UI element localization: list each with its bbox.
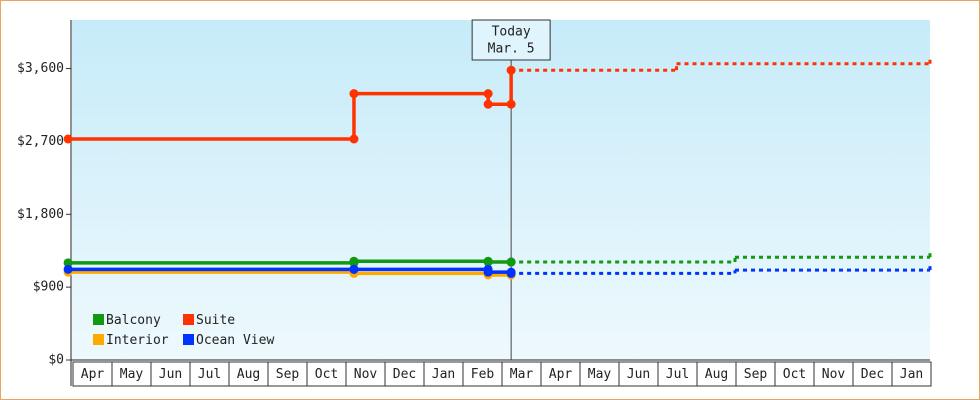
month-cell bbox=[540, 361, 581, 387]
legend-swatch bbox=[93, 314, 104, 325]
point bbox=[483, 89, 493, 99]
month-cell bbox=[657, 361, 698, 387]
point bbox=[349, 264, 359, 274]
month-cell bbox=[891, 361, 932, 387]
y-tick-label: $2,700 bbox=[17, 134, 64, 149]
x-tick-label: Oct bbox=[783, 367, 806, 382]
month-cell bbox=[423, 361, 464, 387]
plot-area bbox=[72, 20, 930, 360]
month-cell bbox=[189, 361, 230, 387]
month-cell bbox=[345, 361, 386, 387]
x-tick-label: Jun bbox=[627, 367, 650, 382]
x-tick-label: Feb bbox=[471, 367, 495, 382]
series bbox=[63, 57, 932, 144]
x-tick-label: Apr bbox=[81, 367, 105, 382]
month-cell bbox=[72, 361, 113, 387]
x-tick-label: Sep bbox=[276, 367, 300, 382]
point bbox=[483, 99, 493, 109]
y-tick-label: $0 bbox=[48, 353, 64, 368]
series bbox=[63, 264, 932, 278]
legend-swatch bbox=[183, 334, 194, 345]
x-tick-label: Dec bbox=[861, 367, 884, 382]
x-tick-label: Aug bbox=[237, 367, 260, 382]
legend-label: Suite bbox=[196, 313, 235, 328]
y-tick-label: $1,800 bbox=[17, 207, 64, 222]
legend-label: Balcony bbox=[106, 313, 161, 328]
x-tick-label: Nov bbox=[354, 367, 378, 382]
x-tick-label: Apr bbox=[549, 367, 573, 382]
month-cell bbox=[150, 361, 191, 387]
x-tick-label: Jan bbox=[900, 367, 923, 382]
x-tick-label: Nov bbox=[822, 367, 846, 382]
point bbox=[63, 134, 73, 144]
point bbox=[63, 264, 73, 274]
point bbox=[483, 264, 493, 274]
x-tick-label: Sep bbox=[744, 367, 768, 382]
legend-label: Interior bbox=[106, 333, 169, 348]
x-tick-label: Mar bbox=[510, 367, 534, 382]
month-cell bbox=[228, 361, 269, 387]
month-cell bbox=[111, 361, 152, 387]
month-cell bbox=[774, 361, 815, 387]
x-tick-label: Jul bbox=[666, 367, 689, 382]
point bbox=[349, 134, 359, 144]
today-label: Today bbox=[492, 25, 531, 40]
series bbox=[63, 252, 932, 268]
point bbox=[506, 99, 516, 109]
y-tick-label: $3,600 bbox=[17, 61, 64, 76]
month-cell bbox=[735, 361, 776, 387]
legend-label: Ocean View bbox=[196, 333, 274, 348]
month-cell bbox=[813, 361, 854, 387]
legend-swatch bbox=[93, 334, 104, 345]
month-cell bbox=[852, 361, 893, 387]
x-tick-label: May bbox=[588, 367, 612, 382]
point bbox=[506, 267, 516, 277]
today-box bbox=[471, 19, 551, 61]
x-tick-label: Aug bbox=[705, 367, 728, 382]
today-label: Mar. 5 bbox=[488, 42, 535, 57]
point bbox=[506, 65, 516, 75]
x-tick-label: Dec bbox=[393, 367, 416, 382]
x-tick-label: Jul bbox=[198, 367, 221, 382]
point bbox=[349, 258, 359, 268]
legend-swatch bbox=[183, 314, 194, 325]
x-tick-label: Jun bbox=[159, 367, 182, 382]
x-tick-label: Oct bbox=[315, 367, 338, 382]
point bbox=[483, 256, 493, 266]
x-tick-label: Jan bbox=[432, 367, 455, 382]
point bbox=[349, 89, 359, 99]
y-tick-label: $900 bbox=[33, 280, 64, 295]
month-cell bbox=[501, 361, 542, 387]
point bbox=[63, 258, 73, 268]
point bbox=[506, 257, 516, 267]
month-cell bbox=[618, 361, 659, 387]
x-tick-label: May bbox=[120, 367, 144, 382]
